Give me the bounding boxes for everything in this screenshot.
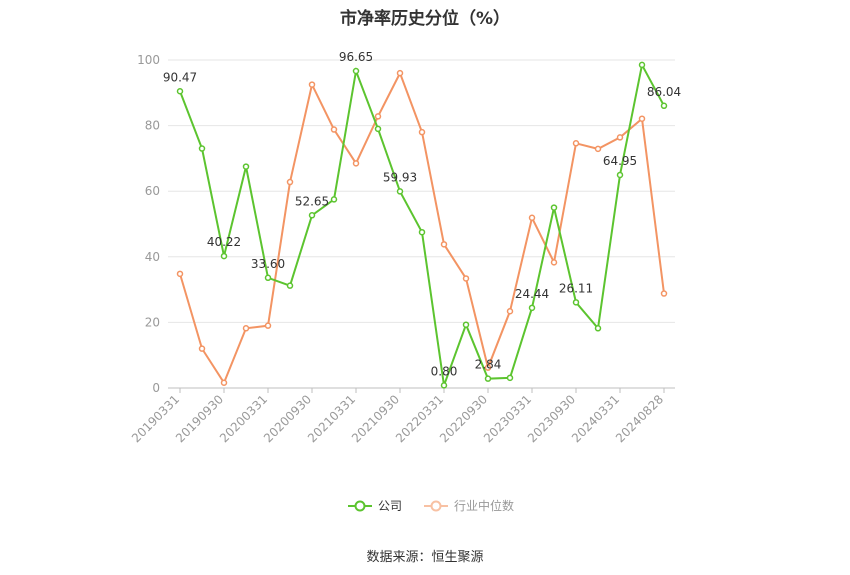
series-line	[179, 62, 665, 386]
data-point	[462, 275, 470, 282]
y-tick-label: 40	[145, 250, 160, 264]
data-point	[418, 128, 426, 136]
data-point	[330, 126, 338, 133]
data-label: 33.60	[251, 257, 285, 271]
data-point	[198, 345, 206, 352]
y-tick-label: 100	[137, 53, 160, 67]
data-point	[506, 307, 514, 315]
data-point	[352, 160, 360, 167]
y-tick-label: 60	[145, 184, 160, 198]
data-point	[594, 325, 602, 332]
data-point	[308, 81, 316, 88]
data-point	[418, 228, 426, 236]
data-point	[484, 364, 492, 371]
data-label: 96.65	[339, 50, 373, 64]
legend-label: 公司	[378, 499, 402, 513]
data-point	[396, 69, 404, 77]
y-tick-label: 0	[152, 381, 160, 395]
legend-label: 行业中位数	[454, 498, 514, 513]
data-point	[550, 259, 558, 266]
data-point	[176, 88, 184, 95]
data-label: 26.11	[559, 281, 593, 295]
data-label: 59.93	[383, 170, 417, 184]
data-point	[572, 299, 580, 306]
legend-marker	[354, 500, 366, 512]
data-point	[440, 382, 448, 389]
data-point	[638, 115, 646, 122]
legend-marker	[430, 500, 442, 512]
data-point	[286, 282, 294, 289]
data-point	[440, 241, 448, 248]
data-point	[264, 322, 272, 329]
data-label: 2.84	[475, 358, 502, 372]
data-point	[264, 274, 272, 282]
data-label: 90.47	[163, 70, 197, 84]
data-label: 0.80	[431, 364, 458, 378]
data-point	[242, 163, 250, 170]
y-tick-label: 20	[145, 315, 160, 329]
data-point	[616, 171, 624, 179]
data-point	[374, 125, 382, 133]
data-point	[220, 252, 228, 260]
data-label: 24.44	[515, 287, 549, 301]
data-point	[462, 321, 470, 328]
data-point	[352, 67, 360, 75]
data-label: 86.04	[647, 85, 681, 99]
data-point	[594, 145, 602, 153]
data-point	[528, 304, 536, 312]
data-point	[198, 145, 206, 152]
data-label: 64.95	[603, 154, 637, 168]
chart-title: 市净率历史分位（%）	[339, 9, 511, 29]
y-tick-label: 80	[145, 119, 160, 133]
data-source-note: 数据来源：恒生聚源	[366, 550, 484, 565]
data-point	[616, 134, 624, 141]
x-tick-label: 20240828	[613, 392, 666, 445]
data-point	[330, 196, 338, 203]
data-point	[660, 290, 668, 297]
data-point	[528, 214, 536, 222]
data-point	[220, 379, 228, 387]
data-point	[374, 113, 382, 120]
data-point	[550, 204, 558, 211]
data-point	[396, 188, 404, 195]
data-label: 52.65	[295, 194, 329, 208]
data-point	[506, 374, 514, 382]
data-point	[176, 270, 184, 278]
data-point	[638, 61, 646, 69]
legend-item: 公司	[348, 499, 402, 513]
data-point	[242, 325, 250, 332]
data-point	[484, 375, 492, 382]
data-point	[286, 178, 294, 186]
legend-item: 行业中位数	[424, 498, 514, 513]
data-point	[660, 102, 668, 110]
data-label: 40.22	[207, 235, 241, 249]
data-point	[308, 212, 316, 219]
data-point	[572, 140, 580, 147]
series-line	[179, 70, 665, 385]
